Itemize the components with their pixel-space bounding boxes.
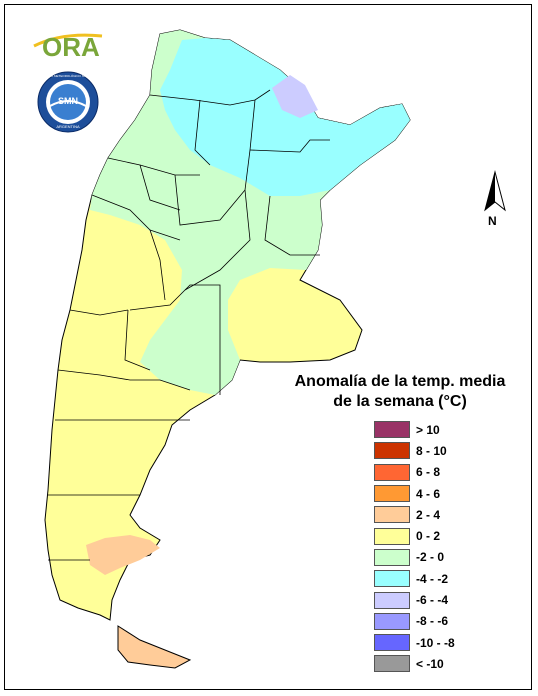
legend-item: 4 - 6 xyxy=(374,483,455,504)
map-frame xyxy=(4,4,532,690)
legend-label: -2 - 0 xyxy=(416,550,445,565)
legend-swatch xyxy=(374,591,410,609)
legend-label: > 10 xyxy=(416,422,440,437)
legend-label: 8 - 10 xyxy=(416,443,447,458)
legend-item: -6 - -4 xyxy=(374,589,455,610)
zone-minus4-minus2 xyxy=(160,38,410,196)
legend-label: < -10 xyxy=(416,656,444,671)
province-borders xyxy=(48,89,330,561)
seal-country: ARGENTINA xyxy=(56,124,80,129)
legend-item: -4 - -2 xyxy=(374,568,455,589)
smn-seal: SMN ARGENTINA SERVICIO METEOROLÓGICO NAC… xyxy=(37,71,99,133)
legend-swatch xyxy=(374,655,410,673)
legend-swatch xyxy=(374,421,410,439)
legend-item: 8 - 10 xyxy=(374,440,455,461)
legend-swatch xyxy=(374,548,410,566)
legend-swatch xyxy=(374,442,410,460)
zone-minus6-minus4 xyxy=(272,75,318,118)
legend-item: -8 - -6 xyxy=(374,611,455,632)
legend-item: 0 - 2 xyxy=(374,525,455,546)
legend-item: -2 - 0 xyxy=(374,547,455,568)
legend-title-line1: Anomalía de la temp. media xyxy=(294,373,506,390)
legend-swatch xyxy=(374,506,410,524)
legend-label: -4 - -2 xyxy=(416,571,449,586)
legend-item: > 10 xyxy=(374,419,455,440)
legend-swatch xyxy=(374,570,410,588)
tierra-del-fuego xyxy=(117,625,192,669)
legend: > 10 8 - 10 6 - 8 4 - 6 2 - 4 0 - 2 -2 - 0 -4 -… xyxy=(374,419,455,675)
legend-swatch xyxy=(374,612,410,630)
seal-center-text: SMN xyxy=(58,96,78,106)
legend-label: 6 - 8 xyxy=(416,465,441,480)
legend-label: -6 - -4 xyxy=(416,593,449,608)
legend-label: 4 - 6 xyxy=(416,486,441,501)
legend-swatch xyxy=(374,527,410,545)
seal-ring-text: SERVICIO METEOROLÓGICO NACIONAL xyxy=(39,73,97,78)
temperature-anomaly-zones xyxy=(44,29,411,669)
legend-swatch xyxy=(374,634,410,652)
legend-swatch xyxy=(374,485,410,503)
legend-item: -10 - -8 xyxy=(374,632,455,653)
north-arrow-icon xyxy=(484,170,506,212)
legend-label: -10 - -8 xyxy=(416,635,455,650)
legend-label: -8 - -6 xyxy=(416,614,449,629)
legend-label: 2 - 4 xyxy=(416,507,441,522)
legend-title-line2: de la semana (°C) xyxy=(333,393,467,410)
legend-item: 2 - 4 xyxy=(374,504,455,525)
legend-item: 6 - 8 xyxy=(374,462,455,483)
legend-title: Anomalía de la temp. media de la semana … xyxy=(282,372,518,412)
north-label: N xyxy=(488,214,497,228)
legend-label: 0 - 2 xyxy=(416,529,441,544)
ora-logo: ORA xyxy=(33,32,103,62)
legend-swatch xyxy=(374,463,410,481)
zone-2-4-patagonia xyxy=(86,535,160,575)
legend-item: < -10 xyxy=(374,653,455,674)
ora-logo-text: ORA xyxy=(42,32,100,62)
